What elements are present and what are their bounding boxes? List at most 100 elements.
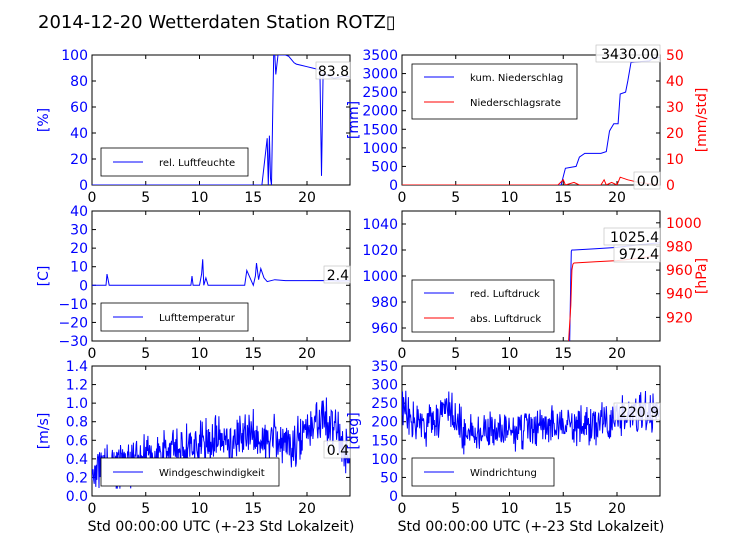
legend: Lufttemperatur	[100, 302, 249, 332]
y-tick-label: 0.6	[66, 433, 88, 449]
y2-tick-label: 40	[666, 74, 684, 90]
value-annotation: 0.0	[637, 174, 659, 190]
y-tick-label: 0.2	[66, 470, 88, 486]
x-tick-label: 20	[298, 346, 316, 362]
y2-tick-label: 0	[666, 178, 675, 194]
y2-tick-label: 20	[666, 126, 684, 142]
y-tick-label: 80	[70, 74, 88, 90]
legend-box	[411, 279, 555, 333]
y-axis-label: [%]	[36, 108, 52, 132]
x-tick-label: 0	[398, 346, 407, 362]
legend-label: rel. Luftfeuchte	[159, 158, 235, 169]
x-tick-label: 20	[608, 501, 626, 517]
value-annotation: 83.8	[318, 64, 349, 80]
y-tick-label: 0.4	[66, 452, 88, 468]
y-tick-label: 960	[371, 321, 398, 337]
y-tick-label: 1000	[362, 269, 398, 285]
x-tick-label: 0	[88, 501, 97, 517]
y-tick-label: 0	[79, 278, 88, 294]
y-axis-label: [C]	[36, 266, 52, 287]
x-tick-label: 20	[298, 190, 316, 206]
y-tick-label: 20	[70, 241, 88, 257]
y-tick-label: 20	[70, 152, 88, 168]
x-tick-label: 20	[608, 346, 626, 362]
y-tick-label: 100	[61, 48, 88, 64]
y-tick-label: −20	[58, 315, 88, 331]
y-tick-label: 1.2	[66, 378, 88, 394]
x-axis-label: Std 00:00:00 UTC (+-23 Std Lokalzeit)	[398, 519, 665, 535]
legend: rel. Luftfeuchte	[100, 147, 249, 177]
x-tick-label: 15	[244, 190, 262, 206]
x-tick-label: 5	[451, 190, 460, 206]
y-tick-label: 100	[371, 452, 398, 468]
x-tick-label: 15	[554, 190, 572, 206]
y-tick-label: −30	[58, 334, 88, 350]
y-axis-label: [m/s]	[36, 413, 52, 450]
x-tick-label: 0	[398, 501, 407, 517]
panel-humidity: 0 5 10 15 20 0 20 40 60 80 100 [%] rel. Luftfeuchte 8…	[36, 48, 351, 206]
y-tick-label: 0	[389, 178, 398, 194]
y-tick-label: 0	[389, 489, 398, 505]
value-annotation: 972.4	[619, 247, 659, 263]
y2-tick-label: 50	[666, 48, 684, 64]
y-tick-label: 350	[371, 359, 398, 375]
y2-tick-label: 980	[666, 239, 693, 255]
y2-tick-label: 920	[666, 310, 693, 326]
series-line-primary	[92, 259, 350, 287]
y-tick-label: 0.0	[66, 489, 88, 505]
x-axis-label: Std 00:00:00 UTC (+-23 Std Lokalzeit)	[88, 519, 355, 535]
y2-tick-label: 960	[666, 263, 693, 279]
panel-temperature: 0 5 10 15 20 −30 −20 −10 0 10 20 30 40 [C] Lufttempera…	[36, 204, 351, 362]
value-annotation: 2.4	[327, 268, 349, 284]
y-tick-label: 1.4	[66, 359, 88, 375]
value-annotation: 0.4	[327, 443, 349, 459]
legend: red. Luftdruck abs. Luftdruck	[411, 279, 555, 333]
legend-label: kum. Niederschlag	[470, 73, 563, 84]
y2-tick-label: 10	[666, 152, 684, 168]
y-tick-label: 1.0	[66, 396, 88, 412]
x-tick-label: 0	[88, 190, 97, 206]
y-tick-label: 50	[380, 470, 398, 486]
legend: Windgeschwindigkeit	[100, 457, 280, 487]
x-tick-label: 5	[451, 501, 460, 517]
x-tick-label: 15	[244, 501, 262, 517]
x-tick-label: 20	[298, 501, 316, 517]
x-tick-label: 10	[501, 501, 519, 517]
x-tick-label: 5	[141, 190, 150, 206]
x-tick-label: 10	[191, 501, 209, 517]
x-tick-label: 0	[398, 190, 407, 206]
y-tick-label: 60	[70, 100, 88, 116]
x-tick-label: 10	[501, 190, 519, 206]
y-tick-label: 150	[371, 433, 398, 449]
value-annotation-box	[595, 44, 661, 63]
y-tick-label: 0.8	[66, 415, 88, 431]
y-tick-label: 0	[79, 178, 88, 194]
y-tick-label: 40	[70, 126, 88, 142]
y-tick-label: 1500	[362, 122, 398, 138]
legend: Windrichtung	[411, 457, 555, 487]
y-tick-label: 250	[371, 396, 398, 412]
x-tick-label: 5	[141, 346, 150, 362]
x-tick-label: 10	[191, 346, 209, 362]
x-tick-label: 15	[244, 346, 262, 362]
y2-tick-label: 30	[666, 100, 684, 116]
y2-axis-label: [mm/std]	[694, 88, 710, 153]
y-tick-label: 2000	[362, 104, 398, 120]
x-tick-label: 10	[501, 346, 519, 362]
x-tick-label: 15	[554, 346, 572, 362]
legend-label: Niederschlagsrate	[470, 98, 561, 109]
y-axis-label: [mm]	[346, 101, 362, 139]
x-tick-label: 5	[451, 346, 460, 362]
y-tick-label: 10	[70, 260, 88, 276]
y-tick-label: 1000	[362, 141, 398, 157]
legend-box	[411, 63, 578, 120]
value-annotation-box	[633, 171, 661, 190]
y2-tick-label: 1000	[666, 216, 702, 232]
y-tick-label: −10	[58, 297, 88, 313]
panel-windspeed: 0 5 10 15 20 0.0 0.2 0.4 0.6 0.8 1.0 1.2 1.4 [m/s] Std…	[36, 359, 354, 535]
y-tick-label: 500	[371, 159, 398, 175]
x-tick-label: 15	[554, 501, 572, 517]
value-annotation-box	[323, 440, 351, 459]
